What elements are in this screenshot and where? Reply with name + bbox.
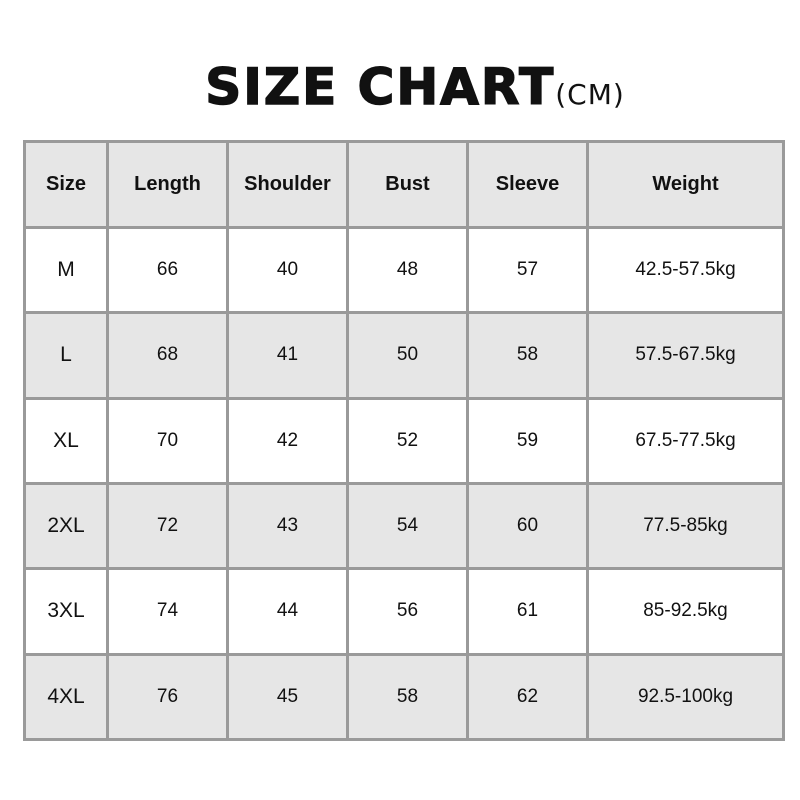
cell-size: 3XL — [23, 567, 109, 656]
table-row: XL 70 42 52 59 67.5-77.5kg — [23, 396, 785, 485]
size-table: Size Length Shoulder Bust Sleeve Weight M 66 40… — [23, 140, 785, 742]
cell-size: 4XL — [23, 652, 109, 742]
cell-sleeve: 57 — [466, 225, 589, 315]
cell-shoulder: 41 — [226, 311, 349, 400]
cell-weight: 85-92.5kg — [586, 567, 785, 656]
column-header-length: Length — [106, 140, 229, 229]
cell-length: 72 — [106, 481, 229, 571]
column-header-size: Size — [23, 140, 109, 229]
title-unit: (CM) — [555, 78, 625, 111]
cell-size: M — [23, 225, 109, 315]
cell-length: 68 — [106, 311, 229, 400]
cell-weight: 67.5-77.5kg — [586, 396, 785, 485]
table-row: 3XL 74 44 56 61 85-92.5kg — [23, 567, 785, 656]
cell-shoulder: 44 — [226, 567, 349, 656]
column-header-sleeve: Sleeve — [466, 140, 589, 229]
cell-size: XL — [23, 396, 109, 485]
cell-bust: 56 — [346, 567, 469, 656]
cell-sleeve: 58 — [466, 311, 589, 400]
cell-length: 76 — [106, 652, 229, 742]
title-main: SIZE CHART — [204, 57, 556, 117]
table-row: L 68 41 50 58 57.5-67.5kg — [23, 311, 785, 400]
cell-shoulder: 42 — [226, 396, 349, 485]
cell-weight: 77.5-85kg — [586, 481, 785, 571]
cell-bust: 54 — [346, 481, 469, 571]
column-header-shoulder: Shoulder — [226, 140, 349, 229]
cell-bust: 52 — [346, 396, 469, 485]
cell-sleeve: 59 — [466, 396, 589, 485]
table-row: 2XL 72 43 54 60 77.5-85kg — [23, 481, 785, 571]
cell-length: 66 — [106, 225, 229, 315]
cell-weight: 92.5-100kg — [586, 652, 785, 742]
chart-title: SIZE CHART(CM) — [0, 57, 800, 117]
cell-shoulder: 45 — [226, 652, 349, 742]
cell-sleeve: 62 — [466, 652, 589, 742]
cell-length: 74 — [106, 567, 229, 656]
cell-shoulder: 43 — [226, 481, 349, 571]
table-row: M 66 40 48 57 42.5-57.5kg — [23, 225, 785, 315]
cell-size: 2XL — [23, 481, 109, 571]
cell-weight: 57.5-67.5kg — [586, 311, 785, 400]
cell-bust: 58 — [346, 652, 469, 742]
header-row: Size Length Shoulder Bust Sleeve Weight — [23, 140, 785, 229]
cell-shoulder: 40 — [226, 225, 349, 315]
cell-weight: 42.5-57.5kg — [586, 225, 785, 315]
cell-length: 70 — [106, 396, 229, 485]
table-row: 4XL 76 45 58 62 92.5-100kg — [23, 652, 785, 742]
cell-sleeve: 60 — [466, 481, 589, 571]
cell-bust: 48 — [346, 225, 469, 315]
cell-sleeve: 61 — [466, 567, 589, 656]
cell-size: L — [23, 311, 109, 400]
column-header-bust: Bust — [346, 140, 469, 229]
column-header-weight: Weight — [586, 140, 785, 229]
cell-bust: 50 — [346, 311, 469, 400]
